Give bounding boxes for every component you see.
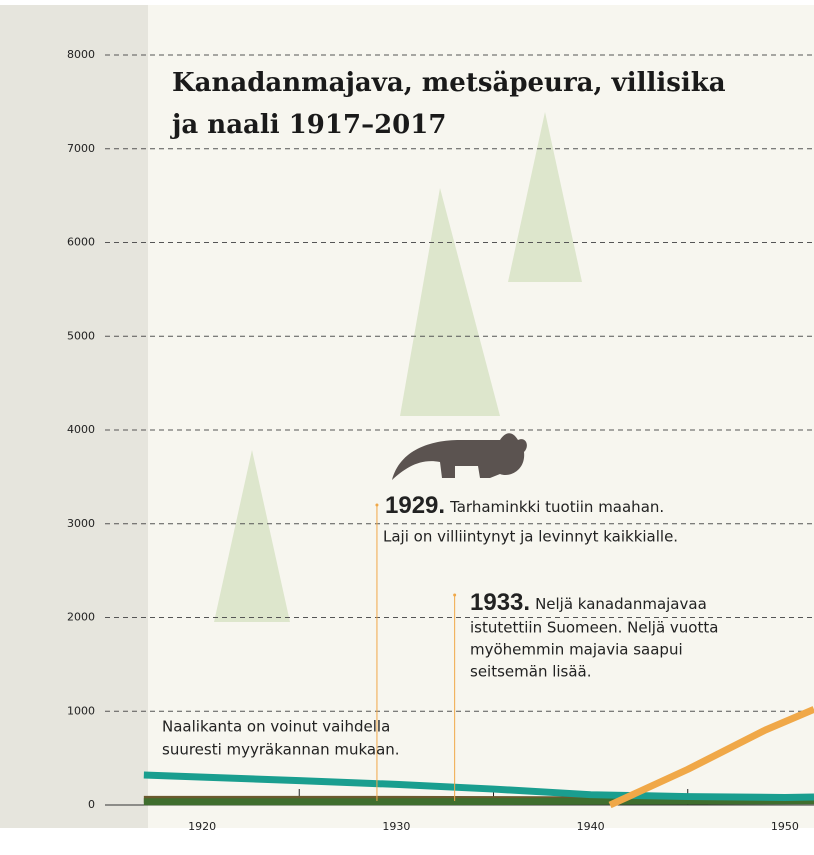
series-line bbox=[143, 797, 814, 806]
annotation-text: Laji on villiintynyt ja levinnyt kaikkia… bbox=[383, 528, 678, 546]
annotation-text: seitsemän lisää. bbox=[470, 663, 592, 681]
annotation-text: myöhemmin majavia saapui bbox=[470, 641, 683, 659]
y-tick-label: 7000 bbox=[67, 142, 95, 155]
x-tick-label: 1930 bbox=[382, 820, 410, 833]
chart-title: Kanadanmajava, metsäpeura, villisika bbox=[172, 68, 726, 98]
series-line bbox=[143, 771, 814, 801]
annotation-dot bbox=[453, 593, 457, 597]
annotation-text: 1933. Neljä kanadanmajavaa bbox=[470, 589, 707, 616]
x-tick-label: 1950 bbox=[771, 820, 799, 833]
annotation-line-text: Neljä kanadanmajavaa bbox=[535, 595, 707, 613]
annotation-year: 1929. bbox=[385, 492, 445, 519]
chart-title: ja naali 1917–2017 bbox=[170, 110, 446, 140]
annotation-dot bbox=[375, 503, 379, 507]
annotation-text: istutettiin Suomeen. Neljä vuotta bbox=[470, 619, 718, 637]
y-tick-label: 2000 bbox=[67, 611, 95, 624]
y-tick-label: 5000 bbox=[67, 329, 95, 342]
trees bbox=[214, 112, 582, 622]
mink-icon bbox=[392, 433, 527, 480]
note: suuresti myyräkannan mukaan. bbox=[162, 741, 400, 759]
y-tick-label: 8000 bbox=[67, 48, 95, 61]
side-strip bbox=[0, 5, 148, 828]
note: Naalikanta on voinut vaihdella bbox=[162, 718, 390, 736]
y-tick-label: 0 bbox=[88, 798, 95, 811]
y-tick-label: 6000 bbox=[67, 236, 95, 249]
annotation-line-text: Tarhaminkki tuotiin maahan. bbox=[449, 498, 664, 516]
x-tick-label: 1940 bbox=[577, 820, 605, 833]
annotation-year: 1933. bbox=[470, 589, 530, 616]
annotation-text: 1929. Tarhaminkki tuotiin maahan. bbox=[385, 492, 664, 519]
x-tick-label: 1920 bbox=[188, 820, 216, 833]
y-tick-label: 4000 bbox=[67, 423, 95, 436]
series-line bbox=[608, 706, 814, 809]
y-tick-label: 3000 bbox=[67, 517, 95, 530]
y-tick-label: 1000 bbox=[67, 704, 95, 717]
